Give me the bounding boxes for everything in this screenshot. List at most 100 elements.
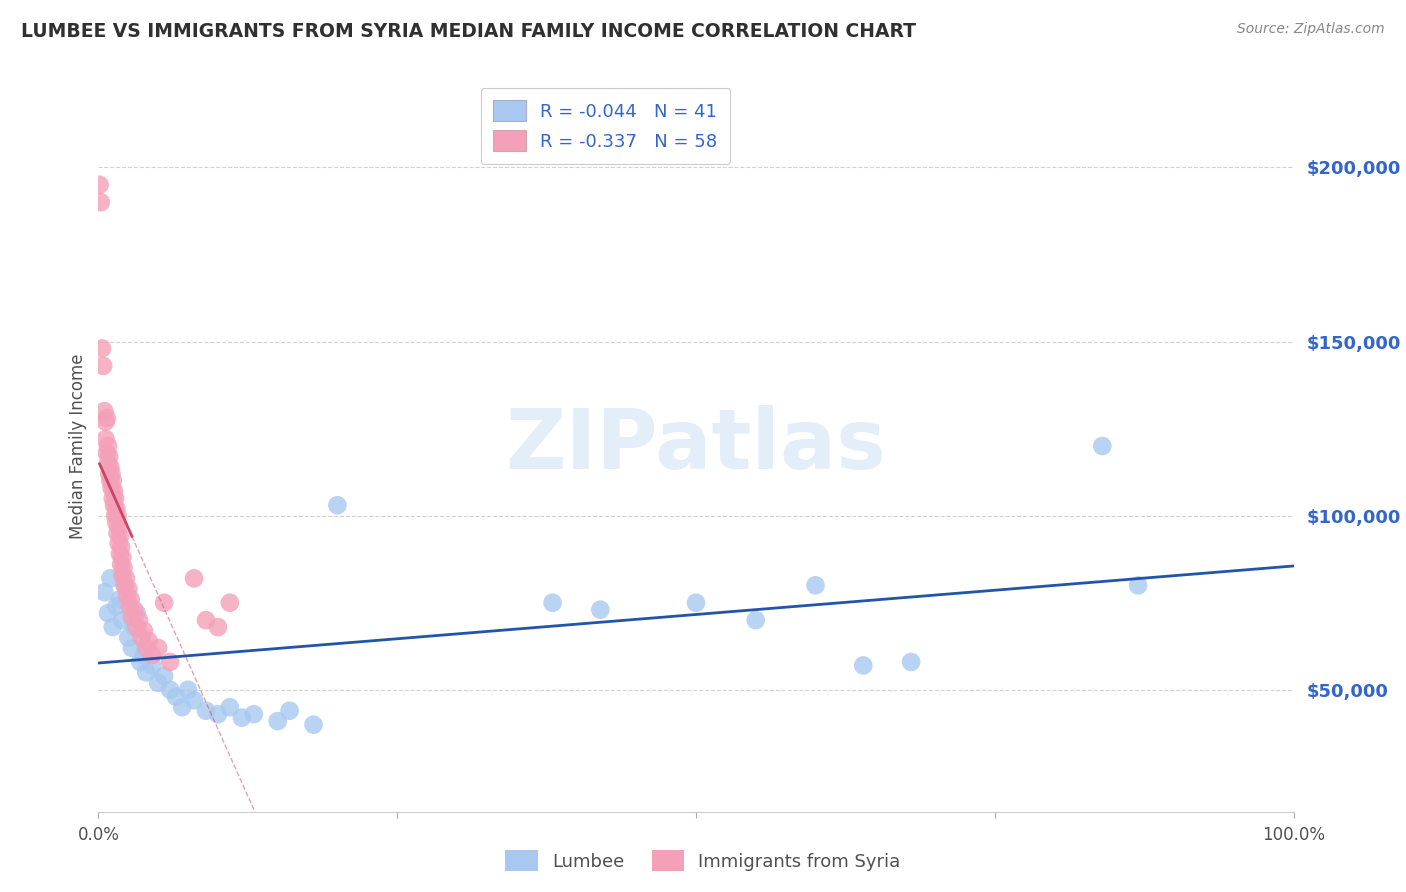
Text: ZIPatlas: ZIPatlas bbox=[506, 406, 886, 486]
Point bbox=[115, 589, 138, 603]
Point bbox=[129, 655, 152, 669]
Point bbox=[91, 359, 114, 373]
Point bbox=[685, 596, 707, 610]
Point bbox=[207, 620, 229, 634]
Point bbox=[131, 631, 153, 645]
Point bbox=[101, 491, 124, 506]
Point bbox=[93, 404, 115, 418]
Y-axis label: Median Family Income: Median Family Income bbox=[69, 353, 87, 539]
Point bbox=[91, 342, 114, 356]
Point bbox=[117, 582, 139, 596]
Text: Source: ZipAtlas.com: Source: ZipAtlas.com bbox=[1237, 22, 1385, 37]
Point bbox=[120, 592, 142, 607]
Point bbox=[589, 603, 612, 617]
Point bbox=[219, 700, 242, 714]
Point bbox=[326, 498, 349, 512]
Point bbox=[98, 571, 122, 585]
Point bbox=[172, 700, 194, 714]
Point bbox=[207, 707, 229, 722]
Point bbox=[100, 467, 122, 481]
Point bbox=[267, 714, 290, 728]
Legend: R = -0.044   N = 41, R = -0.337   N = 58: R = -0.044 N = 41, R = -0.337 N = 58 bbox=[481, 87, 730, 163]
Point bbox=[104, 491, 127, 506]
Point bbox=[93, 585, 115, 599]
Point bbox=[98, 467, 121, 481]
Point bbox=[108, 530, 131, 544]
Point bbox=[135, 665, 157, 680]
Point bbox=[132, 624, 155, 638]
Point bbox=[111, 613, 134, 627]
Point bbox=[148, 640, 170, 655]
Point bbox=[111, 550, 134, 565]
Point bbox=[100, 481, 122, 495]
Point bbox=[231, 711, 253, 725]
Point bbox=[125, 620, 148, 634]
Point bbox=[183, 571, 205, 585]
Point bbox=[900, 655, 922, 669]
Point bbox=[94, 432, 117, 446]
Point bbox=[141, 658, 163, 673]
Point bbox=[107, 519, 129, 533]
Point bbox=[97, 439, 120, 453]
Point bbox=[219, 596, 242, 610]
Point bbox=[107, 526, 129, 541]
Point bbox=[135, 640, 157, 655]
Point bbox=[541, 596, 564, 610]
Point bbox=[121, 640, 143, 655]
Point bbox=[195, 704, 218, 718]
Point bbox=[110, 558, 132, 572]
Point bbox=[101, 474, 124, 488]
Point bbox=[112, 561, 135, 575]
Point bbox=[105, 599, 128, 614]
Point bbox=[115, 571, 138, 585]
Point bbox=[124, 620, 146, 634]
Point bbox=[121, 609, 143, 624]
Legend: Lumbee, Immigrants from Syria: Lumbee, Immigrants from Syria bbox=[498, 843, 908, 879]
Point bbox=[124, 603, 146, 617]
Point bbox=[107, 508, 129, 523]
Point bbox=[278, 704, 301, 718]
Point bbox=[110, 540, 132, 554]
Point bbox=[745, 613, 768, 627]
Point bbox=[302, 717, 325, 731]
Point bbox=[103, 484, 125, 499]
Point bbox=[96, 446, 118, 460]
Point bbox=[1128, 578, 1150, 592]
Point bbox=[98, 459, 122, 474]
Point bbox=[98, 474, 122, 488]
Point bbox=[153, 669, 176, 683]
Point bbox=[108, 547, 131, 561]
Point bbox=[97, 457, 120, 471]
Point bbox=[105, 516, 128, 530]
Point bbox=[141, 648, 163, 662]
Point bbox=[94, 415, 117, 429]
Point bbox=[852, 658, 875, 673]
Point bbox=[177, 682, 200, 697]
Point bbox=[183, 693, 205, 707]
Point bbox=[104, 508, 127, 523]
Point bbox=[101, 620, 124, 634]
Point bbox=[148, 676, 170, 690]
Point bbox=[128, 613, 150, 627]
Point bbox=[96, 411, 118, 425]
Point bbox=[1091, 439, 1114, 453]
Point bbox=[107, 536, 129, 550]
Point bbox=[125, 606, 148, 620]
Point bbox=[98, 450, 121, 464]
Point bbox=[165, 690, 187, 704]
Point bbox=[108, 592, 131, 607]
Point bbox=[111, 567, 134, 582]
Point bbox=[105, 501, 128, 516]
Point bbox=[159, 682, 181, 697]
Point bbox=[804, 578, 827, 592]
Point bbox=[114, 578, 136, 592]
Point bbox=[118, 599, 141, 614]
Point bbox=[195, 613, 218, 627]
Point bbox=[97, 606, 120, 620]
Point bbox=[114, 578, 136, 592]
Point bbox=[90, 195, 112, 210]
Point bbox=[132, 648, 155, 662]
Point bbox=[243, 707, 266, 722]
Point bbox=[138, 634, 160, 648]
Point bbox=[153, 596, 176, 610]
